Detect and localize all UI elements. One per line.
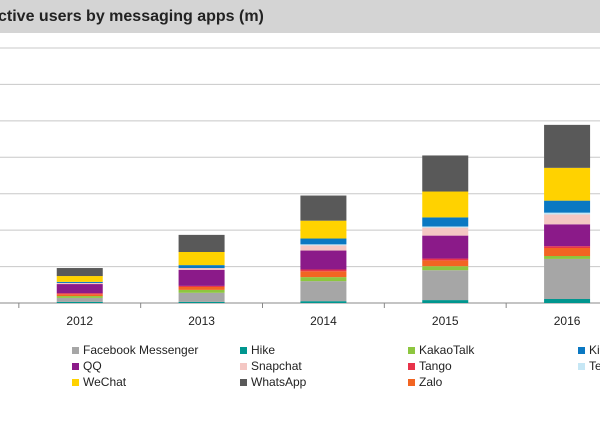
bar-segment (422, 300, 469, 303)
bar-segment (300, 250, 347, 270)
legend-label: WhatsApp (251, 375, 307, 389)
bar-segment (178, 301, 225, 303)
bar-segment (422, 235, 469, 259)
bar-segment (544, 247, 591, 257)
legend-swatch (240, 363, 247, 370)
bar-segment (544, 167, 591, 201)
legend-swatch (578, 363, 585, 370)
bar-segment (422, 217, 469, 227)
bar-segment (422, 260, 469, 267)
legend-swatch (240, 347, 247, 354)
bar-segment (544, 246, 591, 248)
bar-segment (178, 234, 225, 252)
bar-segment (544, 124, 591, 168)
bar-segment (178, 265, 225, 269)
legend-swatch (72, 379, 79, 386)
bar-segment (56, 284, 103, 294)
legend-swatch (408, 379, 415, 386)
legend-swatch (240, 379, 247, 386)
legend-label: Zalo (419, 375, 443, 389)
legend-swatch (72, 363, 79, 370)
legend-label: Te (589, 359, 600, 373)
bar-segment (544, 200, 591, 213)
legend-label: Ki (589, 343, 600, 357)
x-tick-label: 2015 (432, 314, 459, 328)
bar-segment (544, 256, 591, 259)
bar-segment (300, 220, 347, 239)
bar-segment (178, 252, 225, 266)
title-bar (0, 0, 600, 33)
x-tick-label: 2016 (554, 314, 581, 328)
bar-segment (300, 277, 347, 282)
legend-label: WeChat (83, 375, 127, 389)
bar-segment (544, 214, 591, 225)
bar-segment (56, 281, 103, 283)
bar-segment (422, 258, 469, 261)
chart-title: ctive users by messaging apps (m) (0, 8, 264, 25)
bar-segment (300, 301, 347, 303)
bar-segment (300, 244, 347, 246)
bar-segment (56, 276, 103, 282)
x-tick-label: 2014 (310, 314, 337, 328)
bar-segment (56, 268, 103, 277)
bar-segment (56, 296, 103, 298)
bar-segment (56, 301, 103, 303)
bar-segment (422, 266, 469, 271)
bar-segment (422, 227, 469, 236)
bar-segment (422, 155, 469, 192)
legend-swatch (408, 363, 415, 370)
bar-segment (300, 238, 347, 245)
bar-segment (178, 286, 225, 290)
bar-segment (178, 292, 225, 302)
bar-segment (300, 271, 347, 278)
legend-label: QQ (83, 359, 102, 373)
bar-segment (56, 282, 103, 285)
bar-segment (300, 245, 347, 251)
legend-label: Hike (251, 343, 275, 357)
bar-segment (56, 297, 103, 302)
bar-segment (56, 293, 103, 295)
bar-segment (544, 258, 591, 299)
legend-label: Facebook Messenger (83, 343, 198, 357)
bar-segment (300, 281, 347, 302)
bar-segment (178, 289, 225, 293)
bar-segment (178, 268, 225, 270)
bar-segment (178, 269, 225, 286)
x-tick-label: 2012 (66, 314, 93, 328)
x-tick-label: 2013 (188, 314, 215, 328)
legend-swatch (408, 347, 415, 354)
legend-swatch (578, 347, 585, 354)
legend-swatch (72, 347, 79, 354)
bar-segment (56, 294, 103, 297)
bar-segment (422, 226, 469, 228)
bar-segment (422, 191, 469, 218)
bar-segment (544, 298, 591, 303)
legend-label: Tango (419, 359, 452, 373)
legend-label: KakaoTalk (419, 343, 475, 357)
bar-segment (422, 270, 469, 301)
bar-segment (544, 212, 591, 215)
legend-label: Snapchat (251, 359, 302, 373)
bar-segment (300, 195, 347, 221)
bar-segment (178, 285, 225, 287)
bar-segment (544, 224, 591, 247)
bar-segment (300, 269, 347, 272)
